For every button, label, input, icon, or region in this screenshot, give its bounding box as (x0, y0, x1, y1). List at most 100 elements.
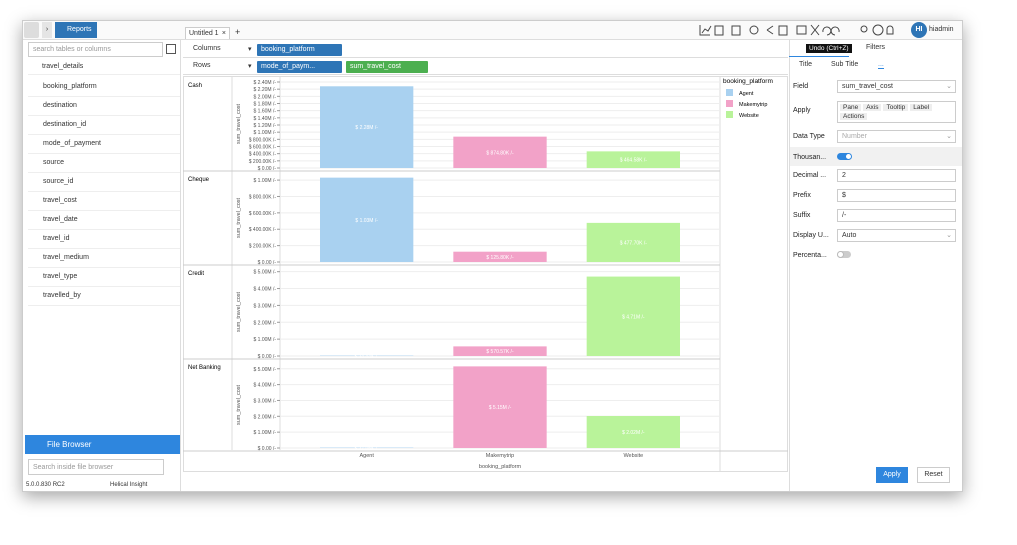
user-name[interactable]: hiadmin (929, 26, 954, 33)
y-tick-label: $ 2.20M /- (253, 87, 276, 93)
table-search[interactable]: search tables or columns (28, 42, 163, 57)
y-tick-label: $ 0.00 /- (258, 446, 277, 452)
dropdown-caret[interactable]: ▾ (248, 46, 252, 53)
field-row[interactable]: destination (28, 97, 180, 116)
bar[interactable] (586, 276, 680, 356)
field-row[interactable]: destination_id (28, 116, 180, 135)
y-tick-label: $ 200.00K /- (249, 159, 277, 165)
document-tab[interactable]: Untitled 1 × (185, 27, 230, 39)
bar[interactable] (586, 415, 680, 448)
shelf-chip[interactable]: sum_travel_cost (346, 61, 428, 73)
chart-area (183, 76, 788, 472)
property-select[interactable]: Auto ⌄ (837, 229, 956, 242)
property-tab[interactable]: ... (878, 61, 884, 69)
y-tick-label: $ 4.00M /- (253, 383, 276, 389)
rows-label: Rows (193, 62, 211, 69)
field-row[interactable]: travelled_by (28, 287, 180, 306)
filters-tab[interactable]: Filters (866, 44, 886, 51)
legend-label[interactable]: Website (739, 113, 759, 119)
table-node[interactable]: travel_details (28, 60, 180, 75)
property-label: Decimal ... (793, 172, 827, 179)
field-row[interactable]: travel_type (28, 268, 180, 287)
document-tab-title: Untitled 1 (189, 30, 219, 37)
panel-label: Credit (188, 271, 204, 277)
bar[interactable] (453, 136, 547, 168)
grid-view-button[interactable] (166, 44, 176, 54)
legend-label[interactable]: Agent (739, 91, 754, 97)
y-tick-label: $ 2.00M /- (253, 94, 276, 100)
shelf-chip[interactable]: mode_of_paym... (257, 61, 343, 73)
field-row[interactable]: travel_date (28, 211, 180, 230)
field-name: travel_cost (43, 197, 77, 204)
tab-underline (789, 56, 849, 57)
property-input[interactable]: 2 (837, 169, 956, 182)
panel-label: Cheque (188, 177, 210, 183)
y-tick-label: $ 800.00K /- (249, 137, 277, 143)
property-input[interactable]: /- (837, 209, 956, 222)
apply-button[interactable]: Apply (876, 467, 908, 483)
chip-input[interactable]: Pane Axis Tooltip Label Actions (837, 101, 956, 123)
version: 5.0.0.830 RC2 (26, 482, 65, 488)
property-label: Percenta... (793, 252, 827, 259)
property-select[interactable]: sum_travel_cost ⌄ (837, 80, 956, 93)
x-tick-label: Agent (359, 453, 374, 459)
apply-chip[interactable]: Tooltip (883, 104, 909, 111)
home-button[interactable] (24, 22, 39, 38)
field-row[interactable]: booking_platform (28, 78, 180, 97)
y-tick-label: $ 2.00M /- (253, 414, 276, 420)
bar[interactable] (320, 86, 414, 168)
field-row[interactable]: travel_cost (28, 192, 180, 211)
columns-label: Columns (193, 45, 221, 52)
legend-label[interactable]: Makemytrip (739, 102, 767, 108)
bar[interactable] (586, 151, 680, 168)
apply-chip[interactable]: Actions (840, 113, 868, 120)
apply-chip[interactable]: Label (910, 104, 933, 111)
file-browser-bar[interactable]: File Browser (25, 435, 180, 454)
columns-shelf: Columns ▾ (183, 42, 788, 58)
property-tab[interactable]: Sub Title (831, 61, 859, 68)
field-row[interactable]: mode_of_payment (28, 135, 180, 154)
top-bar (23, 21, 962, 40)
value-label: $ 2.02M /- (622, 430, 645, 436)
apply-chip[interactable]: Pane (840, 104, 862, 111)
reset-button[interactable]: Reset (917, 467, 950, 483)
legend-swatch[interactable] (726, 100, 733, 107)
property-select[interactable]: Number ⌄ (837, 130, 956, 143)
file-search[interactable]: Search inside file browser (28, 459, 164, 475)
bar[interactable] (453, 251, 547, 262)
bar[interactable] (453, 346, 547, 356)
legend-swatch[interactable] (726, 89, 733, 96)
y-axis-title: sum_travel_cost (236, 385, 242, 426)
toggle[interactable] (837, 153, 852, 160)
close-tab[interactable]: × (221, 30, 226, 37)
bar[interactable] (453, 366, 547, 448)
y-tick-label: $ 1.80M /- (253, 102, 276, 108)
bar[interactable] (320, 177, 414, 262)
y-tick-label: $ 0.00 /- (258, 166, 277, 172)
y-tick-label: $ 0.00 /- (258, 260, 277, 266)
y-tick-label: $ 5.00M /- (253, 270, 276, 276)
property-tab[interactable]: Title (799, 61, 812, 68)
reports-tab[interactable]: Reports (55, 22, 97, 38)
y-tick-label: $ 800.00K /- (249, 194, 277, 200)
properties-panel (789, 40, 962, 491)
field-row[interactable]: source_id (28, 173, 180, 192)
field-name: travel_medium (43, 254, 89, 261)
apply-chip[interactable]: Axis (863, 104, 882, 111)
value-label: $ 1.03M /- (355, 218, 378, 224)
field-row[interactable]: source (28, 154, 180, 173)
toggle[interactable] (837, 251, 851, 258)
bar[interactable] (586, 222, 680, 262)
legend-swatch[interactable] (726, 111, 733, 118)
user-avatar[interactable]: HI (911, 22, 927, 38)
field-row[interactable]: travel_medium (28, 249, 180, 268)
value-label: $ 874.80K /- (486, 150, 514, 156)
field-name: travel_date (43, 216, 78, 223)
sidebar (23, 40, 181, 491)
field-row[interactable]: travel_id (28, 230, 180, 249)
dropdown-caret[interactable]: ▾ (248, 63, 252, 70)
property-input[interactable]: $ (837, 189, 956, 202)
value-label: $ 125.80K /- (486, 255, 514, 261)
add-tab[interactable]: + (235, 27, 241, 37)
shelf-chip[interactable]: booking_platform (257, 44, 342, 56)
